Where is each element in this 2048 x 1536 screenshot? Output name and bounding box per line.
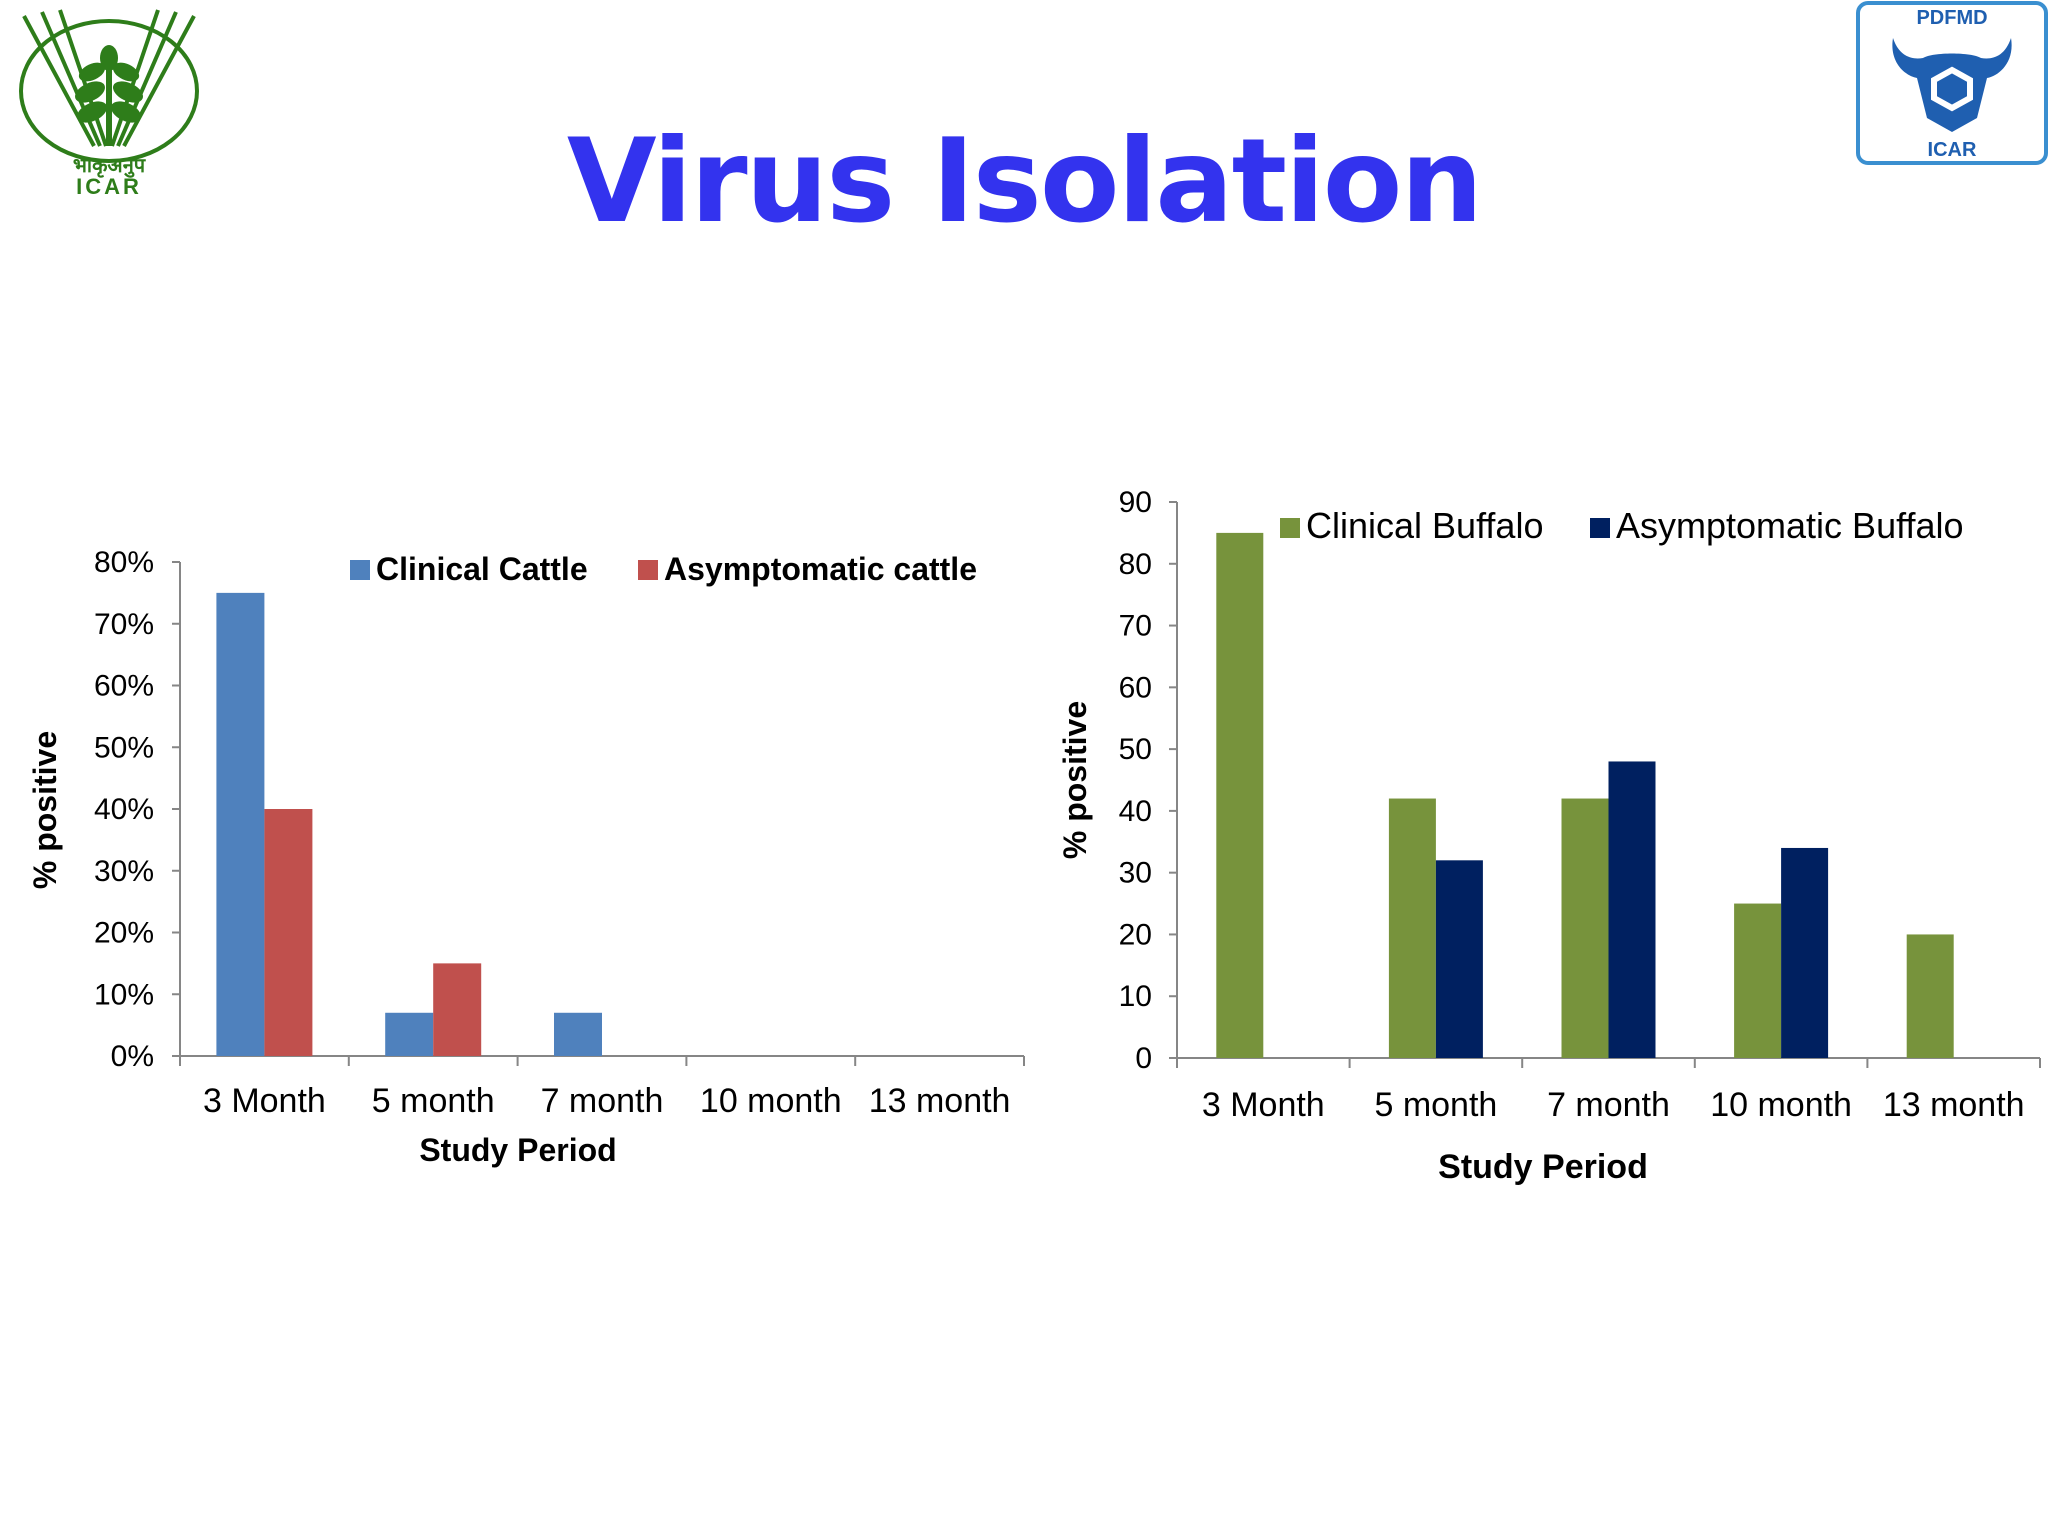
logo-right-bottom-text: ICAR (1928, 139, 1977, 161)
bar (1906, 934, 1954, 1058)
pdfmd-bull-logo-icon: PDFMD ICAR (1856, 1, 2048, 165)
legend-label: Clinical Cattle (376, 551, 588, 587)
logo-right-top-text: PDFMD (1916, 7, 1987, 29)
legend-swatch (1590, 518, 1610, 538)
y-tick-label: 80% (94, 546, 154, 579)
legend-swatch (638, 560, 658, 580)
logo-left-hindi: भाकृअनुप (73, 155, 147, 178)
legend-label: Asymptomatic cattle (664, 551, 977, 587)
x-tick-label: 13 month (869, 1082, 1011, 1120)
bar (1216, 532, 1264, 1058)
y-tick-label: 0% (111, 1040, 154, 1073)
x-axis-label: Study Period (419, 1132, 616, 1168)
legend-swatch (1280, 518, 1300, 538)
y-tick-label: 60 (1119, 671, 1152, 704)
x-axis-label: Study Period (1438, 1148, 1648, 1186)
bar (385, 1012, 434, 1056)
slide-title: Virus Isolation (566, 114, 1483, 249)
x-tick-label: 3 Month (203, 1082, 326, 1120)
y-tick-label: 50 (1119, 733, 1152, 766)
x-tick-label: 10 month (700, 1082, 842, 1120)
x-tick-label: 7 month (1547, 1086, 1670, 1124)
y-tick-label: 70 (1119, 610, 1152, 643)
cattle-bar-chart: 0% 10% 20% 30% 40% 50% 60% 70% 80% 3 Month 5 month… (27, 546, 1025, 1168)
buffalo-bar-chart: 0 10 20 30 40 50 60 70 80 90 3 Month 5 month 7 month… (1057, 486, 2041, 1186)
y-tick-label: 50% (94, 731, 154, 764)
y-tick-label: 10% (94, 978, 154, 1011)
y-tick-label: 30 (1119, 857, 1152, 890)
legend-label: Asymptomatic Buffalo (1616, 505, 1963, 546)
x-tick-label: 5 month (372, 1082, 495, 1120)
legend-swatch (350, 560, 370, 580)
x-tick-label: 5 month (1374, 1086, 1497, 1124)
y-tick-label: 10 (1119, 980, 1152, 1013)
bar (433, 963, 482, 1056)
bar (216, 592, 265, 1056)
y-tick-label: 70% (94, 608, 154, 641)
y-tick-label: 90 (1119, 486, 1152, 519)
x-tick-label: 3 Month (1202, 1086, 1325, 1124)
bar (1734, 903, 1782, 1058)
y-tick-label: 60% (94, 670, 154, 703)
icar-wheat-logo-icon: भाकृअनुप ICAR (19, 9, 199, 199)
y-tick-label: 0 (1135, 1042, 1152, 1075)
y-tick-label: 80 (1119, 548, 1152, 581)
logo-left-text: ICAR (76, 174, 142, 199)
bar (554, 1012, 602, 1056)
y-axis-label: % positive (27, 731, 63, 889)
y-tick-label: 40% (94, 793, 154, 826)
y-tick-label: 20% (94, 917, 154, 950)
bar (1608, 761, 1656, 1058)
bar (1388, 798, 1436, 1058)
x-tick-label: 7 month (541, 1082, 664, 1120)
legend-label: Clinical Buffalo (1306, 505, 1543, 546)
bar (1435, 860, 1483, 1058)
bar (264, 809, 313, 1056)
x-tick-label: 10 month (1710, 1086, 1852, 1124)
bar (1781, 847, 1829, 1058)
y-tick-label: 40 (1119, 795, 1152, 828)
bar (1561, 798, 1609, 1058)
y-tick-label: 30% (94, 855, 154, 888)
x-tick-label: 13 month (1883, 1086, 2025, 1124)
y-tick-label: 20 (1119, 918, 1152, 951)
y-axis-label: % positive (1057, 701, 1093, 859)
